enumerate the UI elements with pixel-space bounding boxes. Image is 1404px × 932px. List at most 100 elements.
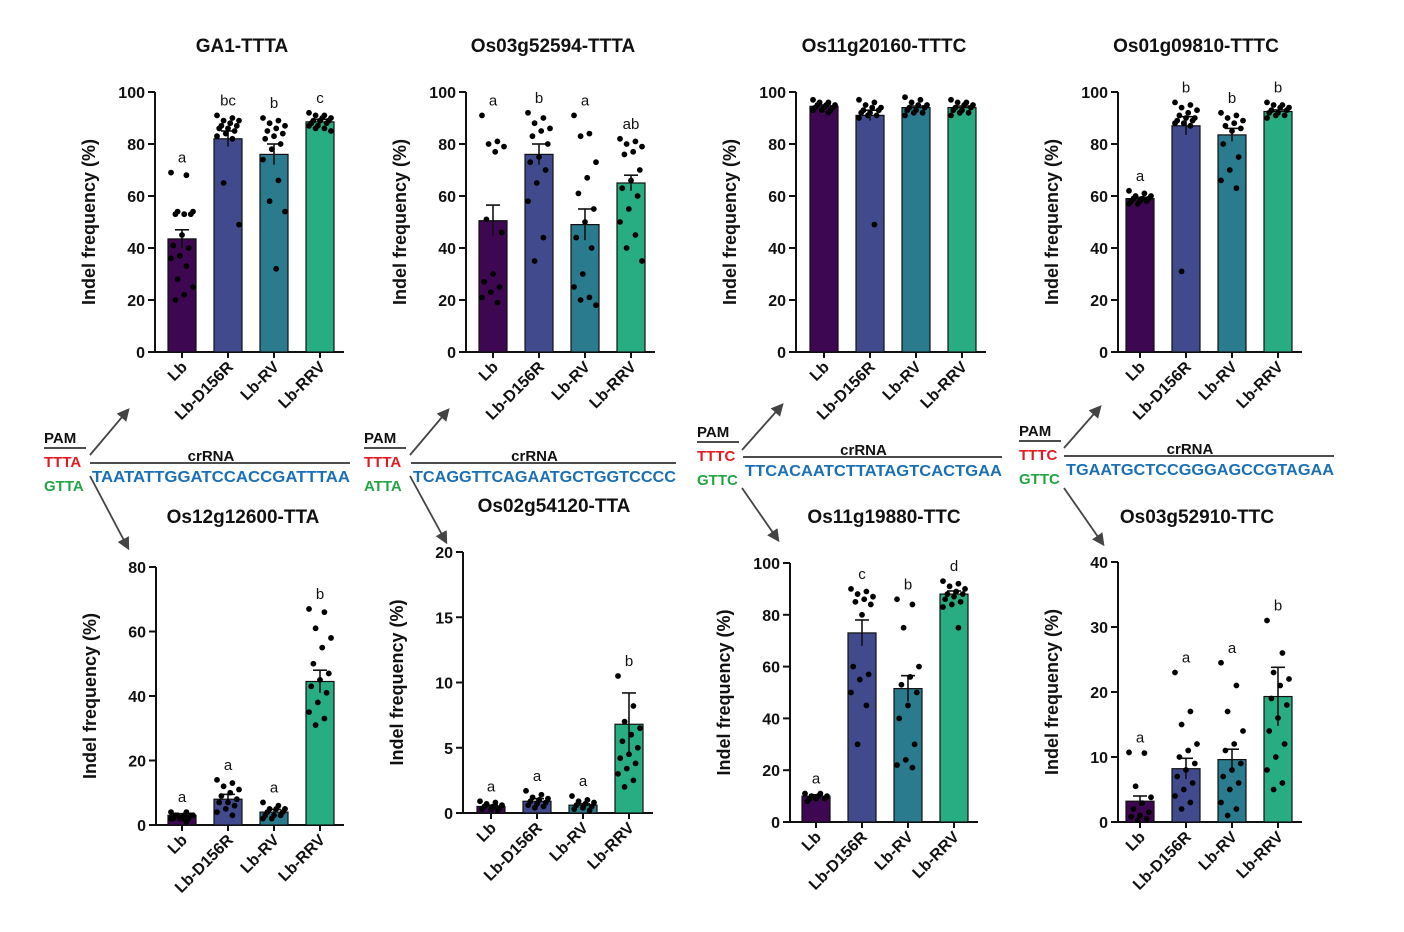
data-point: [634, 193, 641, 199]
data-point: [170, 242, 177, 249]
y-tick-label: 20: [127, 293, 145, 310]
data-point: [1235, 154, 1242, 160]
y-tick-label: 80: [438, 137, 456, 154]
data-point: [1235, 780, 1242, 786]
data-point: [630, 148, 637, 155]
data-point: [306, 606, 312, 612]
data-point: [919, 109, 926, 116]
data-point: [636, 167, 643, 173]
significance-letter: c: [316, 90, 324, 107]
data-point: [1218, 177, 1224, 184]
data-point: [1266, 109, 1273, 116]
data-point: [260, 115, 266, 121]
bar-lb-rrv: [1263, 110, 1293, 353]
arrow: [1063, 487, 1105, 547]
data-point: [1183, 767, 1189, 773]
data-point: [854, 741, 861, 748]
y-tick-label: 40: [762, 711, 780, 728]
data-point: [282, 208, 288, 215]
data-point: [229, 115, 236, 121]
data-point: [944, 591, 951, 597]
data-point: [871, 99, 878, 106]
crrna-sequence: TTCACAATCTTATAGTCACTGAA: [745, 463, 1002, 480]
data-point: [275, 177, 282, 184]
significance-letter: c: [858, 566, 866, 583]
data-point: [262, 135, 269, 142]
data-point: [862, 102, 869, 108]
significance-letter: b: [270, 95, 278, 112]
significance-letter: b: [535, 90, 543, 107]
data-point: [848, 689, 854, 696]
data-point: [848, 586, 854, 592]
chart-8: Os03g52910-TTC Indel frequency (%) 0 10 20 30…: [1042, 507, 1302, 894]
y-tick-label: 80: [127, 137, 145, 154]
data-point: [1218, 799, 1224, 806]
significance-letter: d: [950, 558, 958, 575]
y-tick-label: 0: [447, 345, 456, 362]
data-point: [176, 252, 183, 259]
data-point: [632, 138, 639, 145]
data-point: [617, 755, 624, 762]
y-tick-label: 0: [771, 815, 780, 832]
data-point: [540, 234, 547, 241]
chart-title: Os03g52594-TTTA: [471, 36, 636, 57]
bar-lb-rv: [259, 153, 289, 353]
data-point: [1148, 794, 1154, 801]
y-tick-label: 20: [1090, 685, 1108, 702]
data-point: [172, 211, 179, 218]
data-point: [233, 122, 240, 129]
y-tick-label: 60: [127, 189, 145, 206]
data-point: [538, 791, 545, 798]
data-point: [861, 596, 868, 603]
category-label: Lb-RRV: [587, 359, 641, 413]
data-point: [967, 104, 974, 111]
y-tick-label: 100: [1081, 85, 1108, 102]
data-point: [490, 271, 496, 277]
data-point: [310, 660, 317, 667]
data-point: [1178, 721, 1185, 728]
data-point: [630, 777, 637, 784]
crrna-label: crRNA: [188, 448, 235, 465]
data-point: [485, 141, 492, 147]
data-point: [1222, 122, 1229, 129]
y-tick-label: 10: [435, 676, 453, 693]
category-label: Lb: [165, 832, 191, 858]
data-point: [328, 635, 334, 641]
data-point: [542, 167, 549, 173]
category-label: Lb-RRV: [1234, 829, 1288, 883]
significance-letter: bc: [220, 92, 236, 109]
y-tick-label: 0: [1099, 815, 1108, 832]
data-point: [894, 762, 900, 768]
chart-title: GA1-TTTA: [196, 36, 289, 57]
data-point: [902, 756, 909, 763]
data-point: [1130, 806, 1137, 812]
data-point: [279, 130, 286, 137]
category-label: Lb: [807, 359, 833, 385]
data-point: [965, 109, 972, 116]
data-point: [1187, 799, 1194, 806]
data-point: [1172, 99, 1178, 106]
data-point: [864, 112, 871, 119]
bar-lb-d156r: [524, 153, 554, 353]
y-tick-label: 60: [762, 660, 780, 677]
significance-letter: a: [178, 150, 187, 167]
data-point: [174, 276, 181, 283]
bar-lb-d156r: [847, 632, 877, 823]
data-point: [172, 297, 179, 303]
data-point: [168, 809, 174, 815]
data-point: [277, 141, 284, 147]
data-point: [492, 148, 499, 155]
y-tick-label: 20: [762, 763, 780, 780]
bar-lb: [809, 105, 839, 353]
data-point: [1141, 190, 1148, 197]
data-point: [1143, 815, 1150, 822]
data-point: [325, 670, 332, 677]
data-point: [953, 588, 960, 595]
data-point: [1283, 702, 1290, 708]
data-point: [1137, 812, 1143, 819]
data-point: [1233, 112, 1240, 119]
data-point: [531, 120, 538, 127]
data-point: [628, 731, 635, 738]
data-point: [216, 125, 223, 132]
